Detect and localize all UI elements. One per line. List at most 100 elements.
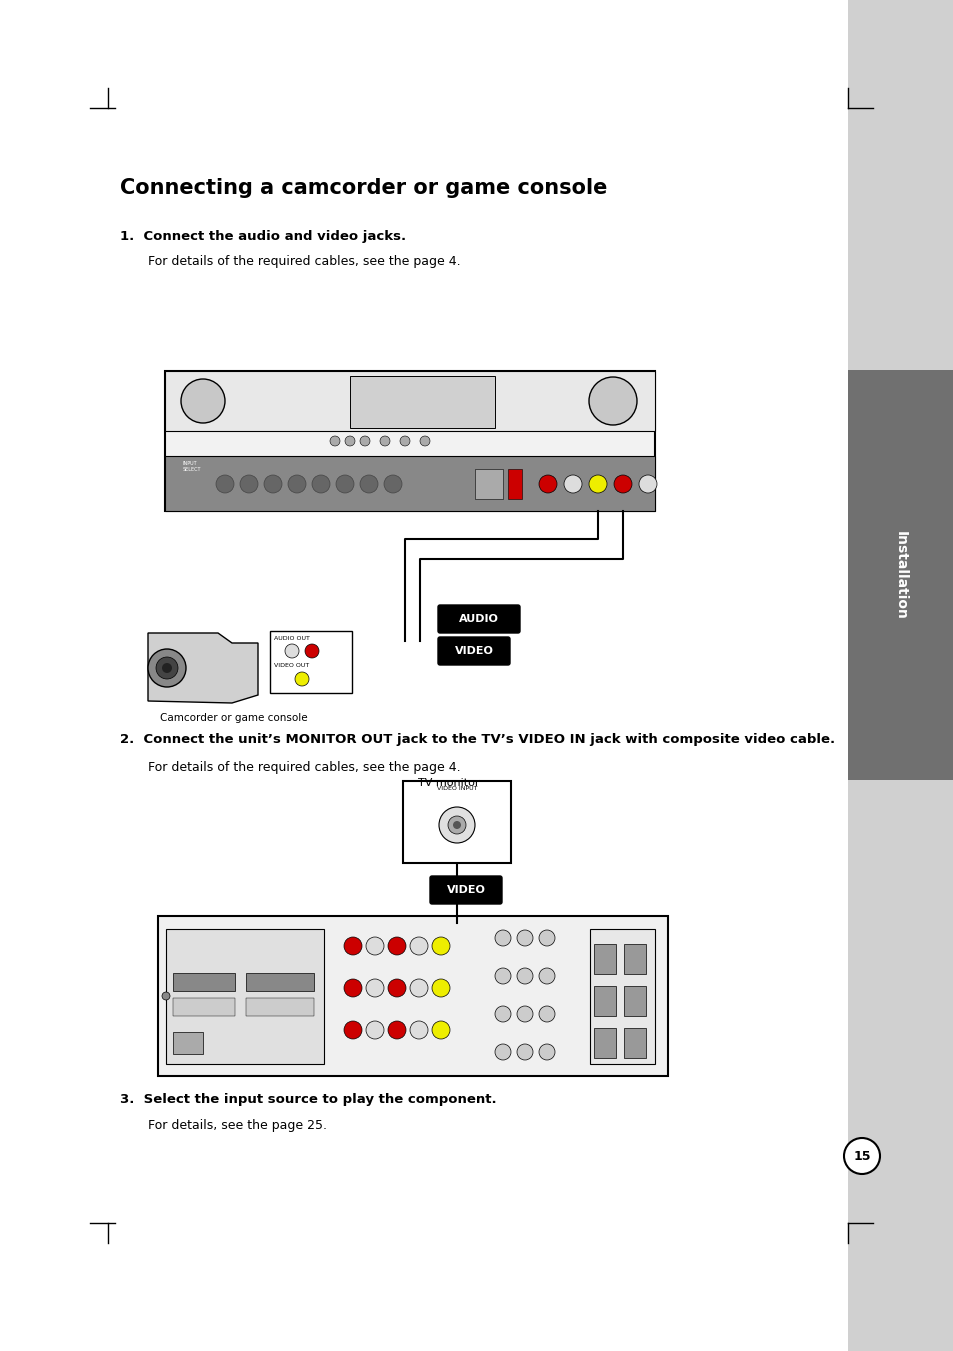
Circle shape [288,476,306,493]
Bar [623,944,645,974]
Circle shape [495,1044,511,1061]
Circle shape [305,644,318,658]
Text: For details of the required cables, see the page 4.: For details of the required cables, see … [148,761,460,774]
FancyBboxPatch shape [430,875,501,904]
Circle shape [335,476,354,493]
Bar [172,1032,203,1054]
Text: 2.  Connect the unit’s MONITOR OUT jack to the TV’s VIDEO IN jack with composite: 2. Connect the unit’s MONITOR OUT jack t… [120,734,834,746]
Text: VIDEO: VIDEO [454,646,493,657]
Circle shape [448,816,465,834]
Bar [594,1028,616,1058]
Circle shape [410,1021,428,1039]
Circle shape [419,436,430,446]
Text: VIDEO INPUT: VIDEO INPUT [436,786,476,790]
Circle shape [345,436,355,446]
Bar [594,944,616,974]
Circle shape [432,938,450,955]
Text: AUDIO OUT: AUDIO OUT [274,636,310,640]
Circle shape [264,476,282,493]
Circle shape [438,807,475,843]
Circle shape [538,476,557,493]
Circle shape [517,929,533,946]
Text: Connecting a camcorder or game console: Connecting a camcorder or game console [120,178,607,199]
Circle shape [384,476,401,493]
Circle shape [156,657,178,680]
Circle shape [399,436,410,446]
Bar [165,457,655,511]
Circle shape [517,1006,533,1021]
Circle shape [388,938,406,955]
Circle shape [215,476,233,493]
Bar [507,469,521,499]
Bar [589,929,655,1065]
FancyBboxPatch shape [437,638,510,665]
Text: Installation: Installation [893,531,907,620]
Circle shape [379,436,390,446]
Bar [847,0,953,370]
Bar [165,372,655,511]
Circle shape [639,476,657,493]
Circle shape [148,648,186,688]
Text: VIDEO: VIDEO [446,885,485,894]
Bar [847,780,953,1351]
Circle shape [410,938,428,955]
Circle shape [285,644,298,658]
Circle shape [517,969,533,984]
Circle shape [344,1021,361,1039]
Text: VIDEO OUT: VIDEO OUT [274,663,309,667]
Circle shape [240,476,257,493]
Bar [166,929,324,1065]
Bar [158,916,667,1075]
Bar [847,370,953,780]
Circle shape [538,929,555,946]
Circle shape [495,929,511,946]
Circle shape [294,671,309,686]
Circle shape [330,436,339,446]
Circle shape [538,1044,555,1061]
FancyBboxPatch shape [437,605,519,634]
Circle shape [517,1044,533,1061]
Text: For details of the required cables, see the page 4.: For details of the required cables, see … [148,255,460,267]
Bar [165,372,655,431]
Circle shape [843,1138,879,1174]
Text: Camcorder or game console: Camcorder or game console [160,713,307,723]
Circle shape [359,476,377,493]
Text: INPUT
SELECT: INPUT SELECT [183,461,201,471]
Bar [623,1028,645,1058]
Bar [594,986,616,1016]
Text: 1.  Connect the audio and video jacks.: 1. Connect the audio and video jacks. [120,230,406,243]
Circle shape [359,436,370,446]
Circle shape [366,1021,384,1039]
Bar [246,973,314,992]
Text: 3.  Select the input source to play the component.: 3. Select the input source to play the c… [120,1093,497,1106]
Circle shape [366,938,384,955]
Bar [475,469,502,499]
Circle shape [538,969,555,984]
Circle shape [588,377,637,426]
Bar [172,998,234,1016]
Circle shape [344,938,361,955]
Circle shape [312,476,330,493]
Circle shape [162,992,170,1000]
Bar [246,998,314,1016]
Circle shape [432,1021,450,1039]
Circle shape [538,1006,555,1021]
Circle shape [162,663,172,673]
Bar [350,376,495,428]
Circle shape [495,969,511,984]
Circle shape [432,979,450,997]
Circle shape [410,979,428,997]
Text: TV monitor: TV monitor [417,778,479,788]
Circle shape [366,979,384,997]
Bar [623,986,645,1016]
Circle shape [563,476,581,493]
Bar [402,781,511,863]
Circle shape [614,476,631,493]
Text: AUDIO: AUDIO [458,613,498,624]
Bar [270,631,352,693]
Circle shape [181,380,225,423]
Polygon shape [148,634,257,703]
Text: For details, see the page 25.: For details, see the page 25. [148,1119,327,1132]
Circle shape [388,979,406,997]
Circle shape [344,979,361,997]
